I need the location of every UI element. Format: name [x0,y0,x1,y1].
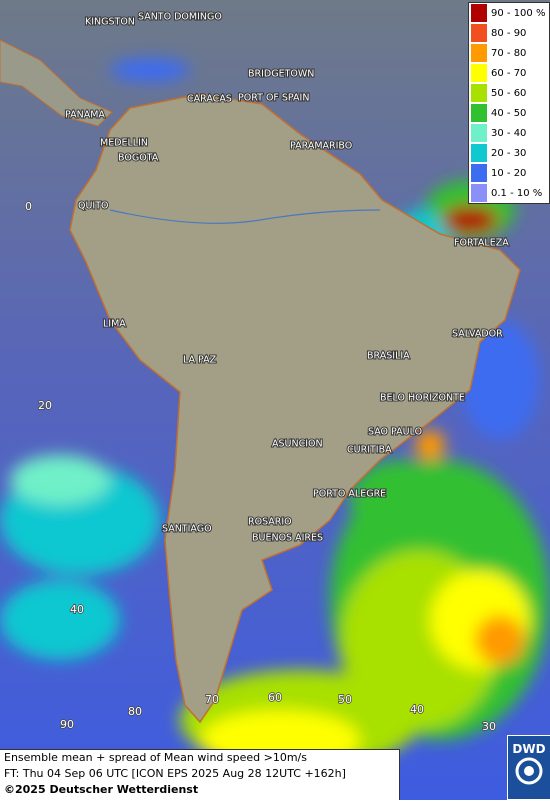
legend-item: 20 - 30 [469,143,549,163]
legend-label: 50 - 60 [491,87,527,99]
grid-label: 70 [205,693,219,706]
city-label: BRIDGETOWN [248,69,314,80]
legend-item: 30 - 40 [469,123,549,143]
legend-swatch [471,144,487,162]
city-label: QUITO [78,201,109,212]
city-label: MEDELLIN [100,138,148,149]
logo-icon [515,757,543,785]
legend-swatch [471,184,487,202]
legend-label: 90 - 100 % [491,7,546,19]
legend-swatch [471,164,487,182]
grid-label: 20 [38,399,52,412]
legend-item: 90 - 100 % [469,3,549,23]
city-label: LIMA [103,319,126,330]
legend-label: 60 - 70 [491,67,527,79]
legend-swatch [471,24,487,42]
legend-item: 10 - 20 [469,163,549,183]
city-label: FORTALEZA [454,238,509,249]
south-america [69,93,521,724]
legend-swatch [471,84,487,102]
city-label: SALVADOR [452,329,503,340]
legend-swatch [471,104,487,122]
footer-copyright: ©2025 Deutscher Wetterdienst [4,783,199,796]
legend-item: 80 - 90 [469,23,549,43]
footer-forecast: FT: Thu 04 Sep 06 UTC [ICON EPS 2025 Aug… [4,767,346,780]
legend-label: 0.1 - 10 % [491,187,543,199]
legend-swatch [471,44,487,62]
city-label: BRASILIA [367,351,410,362]
city-label: BOGOTA [118,153,159,164]
legend-label: 70 - 80 [491,47,527,59]
legend-item: 60 - 70 [469,63,549,83]
legend-label: 20 - 30 [491,147,527,159]
grid-label: 40 [70,603,84,616]
city-label: CARACAS [187,94,232,105]
city-label: SANTIAGO [162,524,212,535]
grid-label: 90 [60,718,74,731]
amazon-river [109,209,381,224]
central-america [0,39,113,127]
grid-label: 30 [482,720,496,733]
dwd-logo: DWD [507,735,550,800]
footer: Ensemble mean + spread of Mean wind spee… [0,749,400,800]
city-label: PANAMA [65,110,105,121]
legend-item: 50 - 60 [469,83,549,103]
city-label: CURITIBA [347,445,392,456]
city-label: LA PAZ [183,355,217,366]
city-label: SANTO DOMINGO [138,12,222,23]
logo-text: DWD [512,742,546,756]
legend-label: 10 - 20 [491,167,527,179]
city-label: PORT OF SPAIN [238,93,309,104]
grid-label: 40 [410,703,424,716]
legend-label: 80 - 90 [491,27,527,39]
grid-label: 50 [338,693,352,706]
city-label: BELO HORIZONTE [380,393,465,404]
city-label: ASUNCION [272,439,323,450]
city-label: KINGSTON [85,17,135,28]
city-label: BUENOS AIRES [252,533,323,544]
city-label: PARAMARIBO [290,141,352,152]
legend-item: 40 - 50 [469,103,549,123]
legend-swatch [471,64,487,82]
legend-item: 70 - 80 [469,43,549,63]
city-label: ROSARIO [248,517,292,528]
legend-swatch [471,4,487,22]
legend-swatch [471,124,487,142]
footer-title: Ensemble mean + spread of Mean wind spee… [4,751,307,764]
city-label: PORTO ALEGRE [313,489,386,500]
grid-label: 0 [25,200,32,213]
legend-label: 30 - 40 [491,127,527,139]
grid-label: 60 [268,691,282,704]
legend: 90 - 100 % 80 - 90 70 - 80 60 - 70 50 - 60 40… [468,2,550,204]
city-label: SAO PAULO [368,427,422,438]
legend-label: 40 - 50 [491,107,527,119]
legend-item: 0.1 - 10 % [469,183,549,203]
grid-label: 80 [128,705,142,718]
